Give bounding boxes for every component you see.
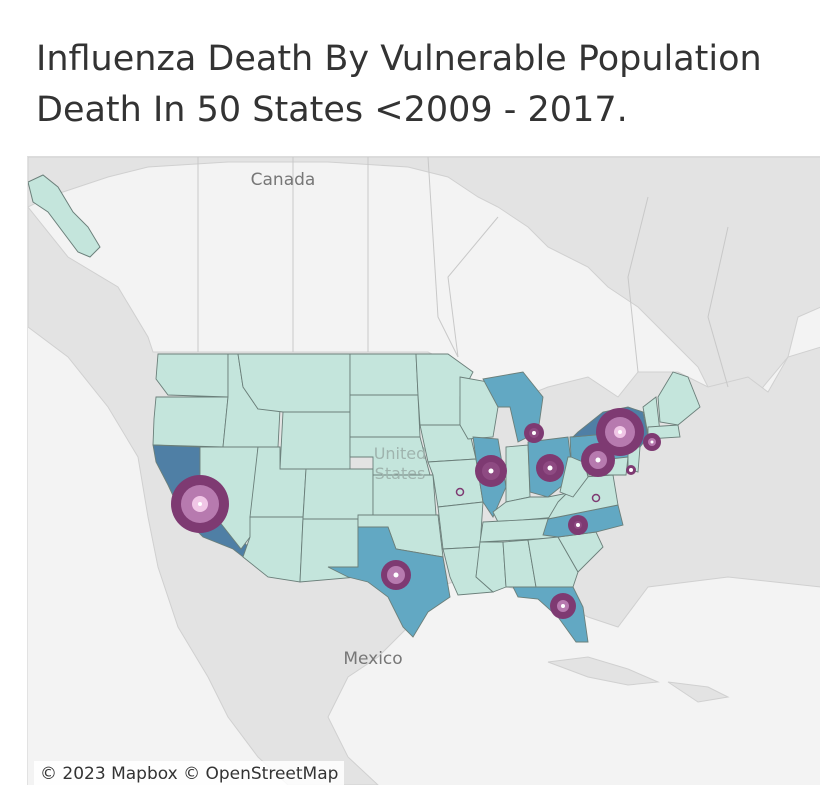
alaska-panhandle bbox=[28, 174, 101, 258]
label-united-states-line1: United bbox=[374, 444, 427, 463]
state-south-dakota bbox=[349, 394, 421, 438]
state-arkansas bbox=[437, 501, 484, 550]
marker-ohio[interactable] bbox=[536, 454, 564, 482]
marker-florida[interactable] bbox=[550, 593, 576, 619]
death-markers bbox=[171, 408, 661, 619]
state-north-dakota bbox=[349, 353, 419, 396]
state-indiana bbox=[505, 444, 531, 503]
map-view[interactable]: Canada United States Mexico bbox=[27, 156, 820, 785]
chart-title-line-1: Influenza Death By Vulnerable Population bbox=[36, 39, 762, 79]
marker-missouri[interactable] bbox=[455, 487, 465, 497]
state-oregon bbox=[152, 396, 229, 448]
label-united-states-line2: States bbox=[375, 464, 426, 483]
state-colorado bbox=[302, 468, 374, 520]
label-mexico: Mexico bbox=[343, 649, 402, 669]
state-washington bbox=[155, 353, 229, 398]
marker-california[interactable] bbox=[171, 475, 229, 533]
state-maine bbox=[657, 371, 701, 426]
state-georgia bbox=[527, 536, 579, 588]
north-america-landmass bbox=[28, 157, 820, 418]
map-svg[interactable]: Canada United States Mexico bbox=[28, 157, 820, 785]
state-mississippi bbox=[475, 541, 507, 593]
state-wyoming bbox=[279, 411, 351, 470]
marker-new-york[interactable] bbox=[596, 408, 644, 456]
chart-title-line-2: Death In 50 States <2009 - 2017. bbox=[36, 90, 628, 130]
chart-title: Influenza Death By Vulnerable Population… bbox=[36, 34, 806, 136]
marker-north-carolina[interactable] bbox=[568, 515, 588, 535]
canada-borders bbox=[197, 157, 729, 388]
marker-massachusetts[interactable] bbox=[643, 433, 661, 451]
map-attribution[interactable]: © 2023 Mapbox © OpenStreetMap bbox=[34, 761, 345, 785]
marker-pennsylvania[interactable] bbox=[581, 443, 615, 477]
label-canada: Canada bbox=[251, 170, 316, 190]
marker-michigan[interactable] bbox=[524, 423, 544, 443]
marker-texas[interactable] bbox=[381, 560, 411, 590]
marker-new-jersey[interactable] bbox=[626, 465, 636, 475]
state-montana bbox=[237, 353, 351, 413]
caribbean-islands bbox=[547, 656, 730, 703]
marker-virginia[interactable] bbox=[591, 493, 601, 503]
marker-illinois[interactable] bbox=[475, 455, 507, 487]
